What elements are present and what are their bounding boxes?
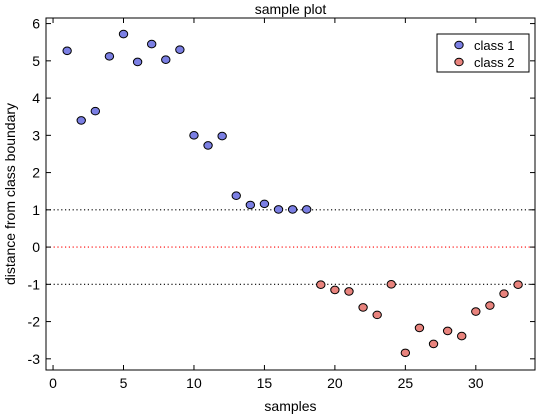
y-tick-label: 4	[32, 90, 40, 106]
data-point-series-2	[400, 348, 411, 358]
legend: class 1 class 2	[436, 33, 530, 73]
data-point-series-1	[161, 55, 171, 65]
y-tick-label: 0	[32, 239, 40, 255]
data-point-series-1	[104, 52, 115, 61]
x-tick-label: 10	[186, 375, 202, 391]
y-tick-label: -1	[28, 276, 41, 292]
data-point-series-2	[499, 289, 509, 298]
data-point-series-2	[485, 301, 495, 310]
data-point-series-1	[273, 205, 284, 214]
data-point-series-1	[217, 131, 227, 141]
legend-label-series-2: class 2	[474, 55, 514, 70]
chart-title: sample plot	[255, 1, 327, 17]
x-tick-label: 0	[49, 375, 57, 391]
legend-marker-series-2	[454, 57, 464, 67]
data-point-series-2	[428, 339, 439, 349]
data-point-series-1	[146, 39, 157, 49]
y-tick-label: 2	[32, 165, 40, 181]
data-point-series-1	[189, 131, 199, 140]
x-axis-label: samples	[264, 398, 316, 414]
y-tick-label: 6	[32, 16, 40, 32]
data-point-series-2	[330, 285, 340, 295]
legend-box	[436, 33, 530, 73]
plot-frame	[45, 17, 536, 371]
x-tick-label: 5	[120, 375, 128, 391]
data-point-series-1	[302, 205, 312, 214]
y-tick-label: -2	[28, 314, 41, 330]
data-point-series-2	[358, 303, 368, 312]
data-point-series-2	[414, 323, 425, 333]
data-point-series-1	[62, 46, 72, 56]
data-point-series-2	[442, 326, 453, 336]
y-axis-label: distance from class boundary	[2, 103, 18, 285]
plot-area: 0 5 10 15 20 25 30 -3 -2 -1 0 1 2 3 4 5 6	[28, 16, 536, 391]
data-point-series-1	[245, 200, 256, 210]
data-point-series-2	[513, 280, 523, 290]
data-point-series-1	[90, 106, 101, 116]
x-tick-label: 25	[398, 375, 414, 391]
legend-marker-series-1	[454, 40, 464, 50]
data-point-series-1	[287, 205, 298, 214]
data-point-series-1	[175, 45, 185, 54]
x-tick-label: 30	[468, 375, 484, 391]
data-point-series-2	[457, 331, 467, 341]
data-point-series-2	[316, 280, 326, 290]
data-point-series-1	[231, 191, 241, 200]
data-point-series-1	[118, 29, 129, 39]
data-point-series-2	[344, 287, 354, 296]
legend-label-series-1: class 1	[474, 38, 514, 53]
y-tick-label: -3	[28, 351, 41, 367]
data-point-series-1	[259, 199, 270, 209]
x-tick-label: 15	[257, 375, 273, 391]
data-point-series-1	[203, 141, 213, 150]
data-point-series-2	[471, 307, 481, 316]
data-point-series-1	[132, 57, 143, 67]
x-tick-label: 20	[327, 375, 343, 391]
y-tick-label: 3	[32, 127, 40, 143]
data-point-series-2	[386, 280, 396, 289]
y-tick-label: 5	[32, 53, 40, 69]
data-point-series-1	[76, 116, 86, 125]
y-tick-label: 1	[32, 202, 40, 218]
data-point-series-2	[372, 310, 382, 320]
